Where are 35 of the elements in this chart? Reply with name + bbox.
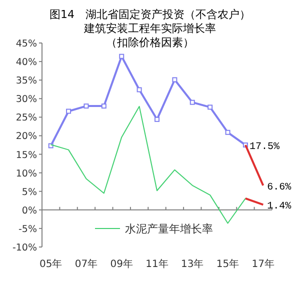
data-label: 17.5% — [249, 142, 280, 153]
data-label: 6.6% — [267, 182, 292, 194]
y-tick-label: 0% — [22, 205, 37, 216]
point — [208, 104, 213, 110]
legend-label: 水泥产量年增长率 — [125, 222, 213, 236]
x-tick-label: 15年 — [216, 258, 240, 270]
y-tick-label: 20% — [16, 131, 37, 142]
y-tick-label: 5% — [22, 186, 37, 198]
point — [66, 108, 72, 114]
x-tick-label: 09年 — [110, 258, 133, 270]
chart-subtitle: （扣除价格因素） — [106, 36, 194, 49]
x-tick-label: 07年 — [74, 258, 98, 270]
y-tick-label: 30% — [16, 94, 37, 106]
y-tick-label: 40% — [16, 57, 37, 68]
y-tick-label: -10% — [12, 242, 37, 254]
y-tick-label: 15% — [16, 150, 37, 161]
point — [225, 130, 230, 135]
y-tick-label: 10% — [16, 168, 37, 180]
x-tick-label: 17年 — [252, 258, 275, 270]
point — [101, 104, 106, 109]
point — [154, 116, 160, 122]
point — [190, 100, 195, 105]
x-tick-label: 13年 — [181, 258, 204, 270]
point — [136, 87, 142, 92]
y-tick-label: 45% — [16, 38, 37, 50]
x-tick-label: 11年 — [146, 258, 168, 270]
point — [119, 54, 124, 59]
chart-title: 图14 湖北省固定资产投资（不含农户）建筑安装工程年实际增长率 — [50, 8, 250, 35]
x-tick-label: 05年 — [39, 258, 62, 270]
point — [172, 77, 178, 82]
y-tick-label: 35% — [16, 76, 37, 87]
data-label: 1.4% — [267, 202, 292, 213]
y-tick-label: -5% — [18, 224, 37, 235]
point — [84, 104, 89, 109]
y-tick-label: 25% — [16, 112, 37, 124]
